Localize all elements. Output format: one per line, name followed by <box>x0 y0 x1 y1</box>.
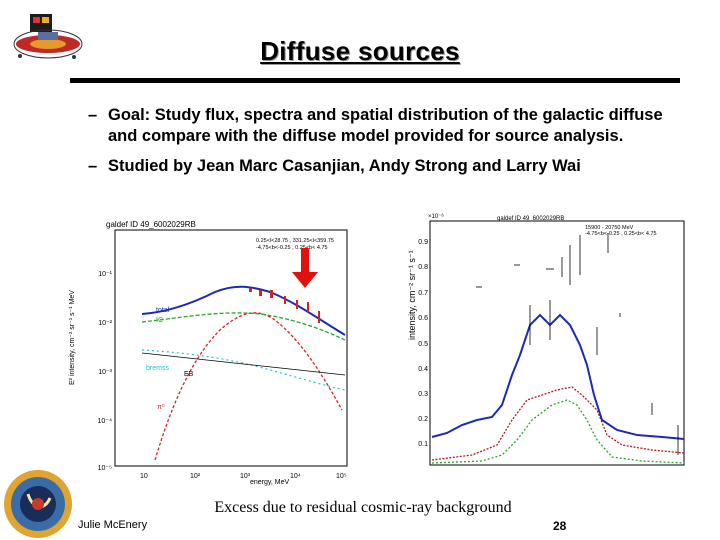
ytick-label: 0.9 <box>418 239 428 246</box>
ytick-label: 0.1 <box>418 441 428 448</box>
total-curve <box>141 285 346 336</box>
ytick-label: 0.4 <box>418 366 428 373</box>
title-divider <box>70 78 680 83</box>
pi0-label: π⁰ <box>157 403 165 411</box>
ytick-label: 0.8 <box>418 264 428 271</box>
ytick-label: 10⁻⁵ <box>98 465 112 472</box>
left-plot-yticks: 10⁻¹ 10⁻² 10⁻³ 10⁻⁴ 10⁻⁵ <box>98 271 113 472</box>
bullet-item: – Goal: Study flux, spectra and spatial … <box>88 105 678 147</box>
excess-caption: Excess due to residual cosmic-ray backgr… <box>214 499 512 516</box>
right-plot-yticks: 0.9 0.8 0.7 0.6 0.5 0.4 0.3 0.2 0.1 <box>418 239 428 448</box>
page-number: 28 <box>553 519 567 533</box>
xtick-label: 10³ <box>240 473 251 480</box>
xtick-label: 10² <box>190 473 201 480</box>
left-plot-ylabel: E² intensity, cm⁻² sr⁻¹ s⁻¹ MeV <box>69 290 76 385</box>
bullet-text-goal: Goal: Study flux, spectra and spatial di… <box>108 106 663 145</box>
bullet-text-authors: Studied by Jean Marc Casanjian, Andy Str… <box>108 157 581 175</box>
ic-label: IC <box>156 317 163 324</box>
left-plot-frame <box>114 229 348 467</box>
ytick-label: 10⁻⁴ <box>98 418 113 425</box>
left-plot-info-2: -4.75<b<-0.25 , 0.25<b< 4.75 <box>256 245 328 251</box>
energy-spectrum-plot: galdef ID 49_6002029RB 0.25<l<28.75 , 33… <box>60 210 360 490</box>
right-plot-ylabel: intensity, cm⁻² sr⁻¹ s⁻¹ <box>407 250 417 340</box>
glast-logo-icon <box>13 14 83 59</box>
right-error-bars <box>476 233 679 455</box>
ytick-label: 0.6 <box>418 315 428 322</box>
bullet-marker: – <box>88 106 98 124</box>
left-plot-xlabel: energy, MeV <box>250 479 289 486</box>
spatial-distribution-plot: ×10⁻⁶ galdef ID 49_6002029RB 15900 - 207… <box>402 205 692 475</box>
bullet-marker: – <box>88 157 98 175</box>
xtick-label: 10⁵ <box>336 473 347 480</box>
right-plot-exponent: ×10⁻⁶ <box>428 213 444 220</box>
right-plot-frame <box>429 220 685 466</box>
bullet-list: – Goal: Study flux, spectra and spatial … <box>88 105 678 186</box>
ytick-label: 10⁻² <box>98 320 112 327</box>
left-plot-info-1: 0.25<l<28.75 , 331.25<l<359.75 <box>256 238 334 244</box>
ytick-label: 0.3 <box>418 391 428 398</box>
ic-curve <box>141 312 346 341</box>
pi0-curve <box>154 312 343 461</box>
left-data-points <box>249 288 320 323</box>
presenter-name: Julie McEnery <box>78 519 148 531</box>
total-label: total <box>156 307 170 314</box>
symposium-badge-icon <box>4 470 72 538</box>
xtick-label: 10 <box>140 473 148 480</box>
xtick-label: 10⁴ <box>290 473 301 480</box>
right-green-profile <box>431 399 685 464</box>
eb-label: EB <box>184 371 194 378</box>
ytick-label: 0.5 <box>418 341 428 348</box>
eb-curve <box>141 352 346 376</box>
slide-title: Diffuse sources <box>260 36 460 66</box>
red-arrow-icon <box>292 248 318 288</box>
bremss-label: bremss <box>146 365 169 372</box>
ytick-label: 0.2 <box>418 416 428 423</box>
left-plot-xticks: 10 10² 10³ 10⁴ 10⁵ <box>140 473 347 480</box>
ytick-label: 10⁻³ <box>98 369 112 376</box>
right-plot-info-2: -4.75<b<-0.25 , 0.25<b< 4.75 <box>585 231 657 237</box>
left-plot-title: galdef ID 49_6002029RB <box>106 220 196 229</box>
ytick-label: 0.7 <box>418 290 428 297</box>
right-plot-title: galdef ID 49_6002029RB <box>497 216 564 222</box>
bullet-item: – Studied by Jean Marc Casanjian, Andy S… <box>88 156 678 177</box>
right-plot-info-1: 15900 - 20750 MeV <box>585 225 634 231</box>
ytick-label: 10⁻¹ <box>98 271 112 278</box>
